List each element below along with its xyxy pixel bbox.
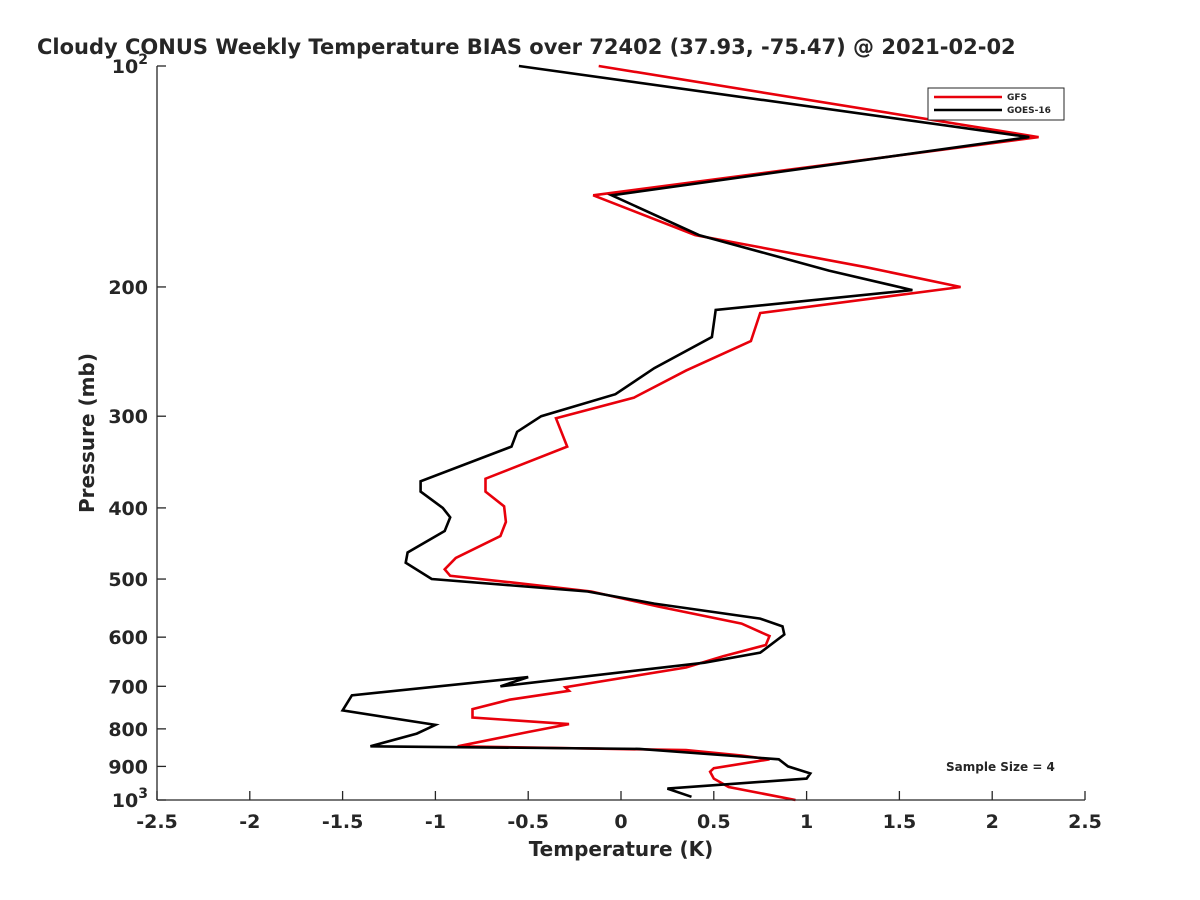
y-tick-label: 600 xyxy=(108,627,148,649)
legend-label-goes16: GOES-16 xyxy=(1007,106,1051,116)
x-tick-label: 0.5 xyxy=(697,811,731,833)
x-tick-label: 1.5 xyxy=(883,811,917,833)
series-line-goes16 xyxy=(340,64,1030,799)
y-axis-label: Pressure (mb) xyxy=(75,353,99,513)
y-tick-label: 500 xyxy=(108,569,148,591)
axes xyxy=(156,66,1085,801)
y-tick-label: 900 xyxy=(108,756,148,778)
y-tick-label: 103 xyxy=(112,786,148,812)
x-tick-label: 1 xyxy=(800,811,813,833)
x-tick-label: 2.5 xyxy=(1068,811,1102,833)
plot-lines xyxy=(340,64,1039,802)
x-tick-label: 0 xyxy=(614,811,627,833)
x-ticks: -2.5 -2 -1.5 -1 -0.5 0 0.5 1 1.5 2 2.5 xyxy=(136,791,1102,833)
y-tick-label: 800 xyxy=(108,719,148,741)
x-tick-label: -0.5 xyxy=(507,811,549,833)
y-tick-label: 102 xyxy=(112,52,148,78)
legend: GFS GOES-16 xyxy=(927,87,1065,121)
legend-label-gfs: GFS xyxy=(1007,93,1027,103)
y-tick-label: 300 xyxy=(108,406,148,428)
y-tick-label: 200 xyxy=(108,277,148,299)
x-tick-label: 2 xyxy=(986,811,999,833)
y-tick-label: 700 xyxy=(108,676,148,698)
x-tick-label: -2 xyxy=(239,811,260,833)
chart-title: Cloudy CONUS Weekly Temperature BIAS ove… xyxy=(37,35,1016,59)
x-tick-label: -2.5 xyxy=(136,811,178,833)
legend-box xyxy=(927,87,1065,121)
x-axis-label: Temperature (K) xyxy=(529,837,714,861)
y-tick-label: 400 xyxy=(108,498,148,520)
sample-size-annotation: Sample Size = 4 xyxy=(946,760,1055,774)
x-tick-label: -1 xyxy=(425,811,446,833)
y-ticks: 102 200 300 400 500 600 700 800 900 103 xyxy=(108,52,166,812)
x-tick-label: -1.5 xyxy=(322,811,364,833)
